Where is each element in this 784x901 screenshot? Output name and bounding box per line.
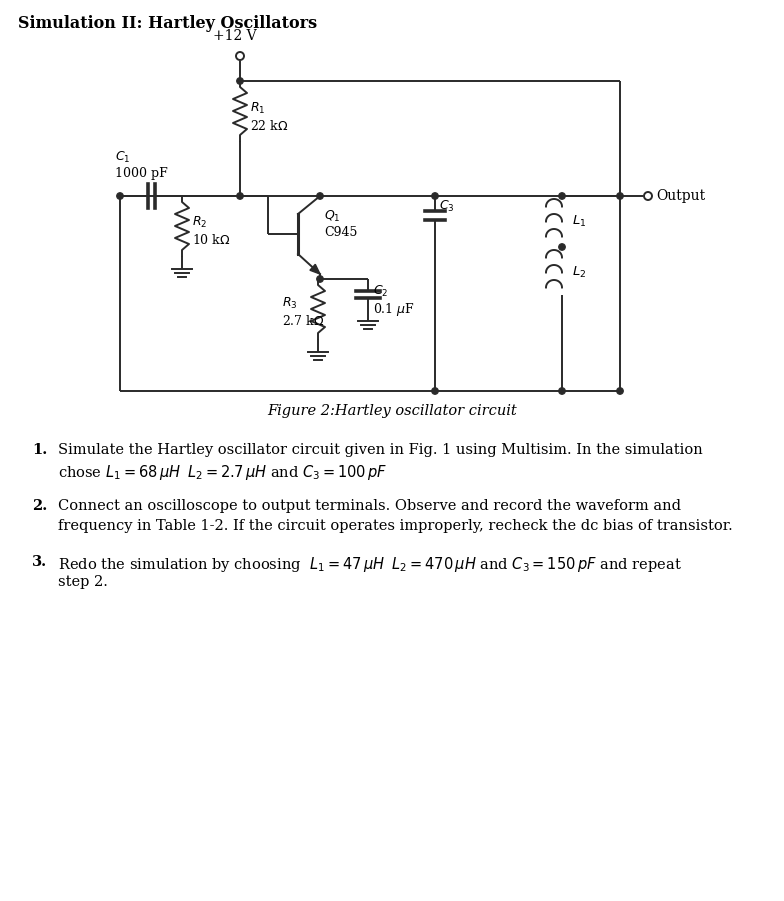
Circle shape (559, 244, 565, 250)
Text: $R_3$
2.7 k$\Omega$: $R_3$ 2.7 k$\Omega$ (282, 296, 325, 328)
Circle shape (237, 193, 243, 199)
Text: Output: Output (656, 189, 705, 203)
Circle shape (644, 192, 652, 200)
Text: $L_2$: $L_2$ (572, 265, 586, 280)
Text: Simulation II: Hartley Oscillators: Simulation II: Hartley Oscillators (18, 14, 317, 32)
Circle shape (432, 387, 438, 395)
Circle shape (559, 387, 565, 395)
Circle shape (317, 193, 323, 199)
Text: Simulate the Hartley oscillator circuit given in Fig. 1 using Multisim. In the s: Simulate the Hartley oscillator circuit … (58, 443, 702, 457)
Circle shape (617, 387, 623, 395)
Circle shape (236, 52, 244, 60)
Text: chose $L_1 = 68\,\mu H\;\;L_2 = 2.7\,\mu H$ and $C_3 = 100\,pF$: chose $L_1 = 68\,\mu H\;\;L_2 = 2.7\,\mu… (58, 463, 387, 482)
Text: $C_1$
1000 pF: $C_1$ 1000 pF (115, 150, 168, 180)
Text: $R_2$
10 k$\Omega$: $R_2$ 10 k$\Omega$ (192, 215, 230, 247)
Circle shape (317, 276, 323, 282)
Text: 2.: 2. (32, 499, 47, 513)
Text: Connect an oscilloscope to output terminals. Observe and record the waveform and: Connect an oscilloscope to output termin… (58, 499, 681, 513)
Circle shape (617, 193, 623, 199)
Text: $Q_1$
C945: $Q_1$ C945 (324, 209, 358, 239)
Text: step 2.: step 2. (58, 575, 108, 589)
Text: $L_1$: $L_1$ (572, 214, 586, 229)
Text: 3.: 3. (32, 555, 47, 569)
Circle shape (432, 193, 438, 199)
Text: $C_2$
0.1 $\mu$F: $C_2$ 0.1 $\mu$F (373, 284, 415, 318)
Text: $C_3$: $C_3$ (439, 198, 455, 214)
Circle shape (559, 193, 565, 199)
Text: Redo the simulation by choosing  $L_1 = 47\,\mu H\;\;L_2 = 470\,\mu H$ and $C_3 : Redo the simulation by choosing $L_1 = 4… (58, 555, 682, 574)
Circle shape (117, 193, 123, 199)
Text: $R_1$
22 k$\Omega$: $R_1$ 22 k$\Omega$ (250, 101, 289, 132)
Text: 1.: 1. (32, 443, 47, 457)
Text: frequency in Table 1-2. If the circuit operates improperly, recheck the dc bias : frequency in Table 1-2. If the circuit o… (58, 519, 733, 533)
Text: +12 V: +12 V (213, 29, 257, 43)
Text: Figure 2:Hartley oscillator circuit: Figure 2:Hartley oscillator circuit (267, 404, 517, 418)
Circle shape (237, 77, 243, 84)
Polygon shape (310, 264, 320, 274)
